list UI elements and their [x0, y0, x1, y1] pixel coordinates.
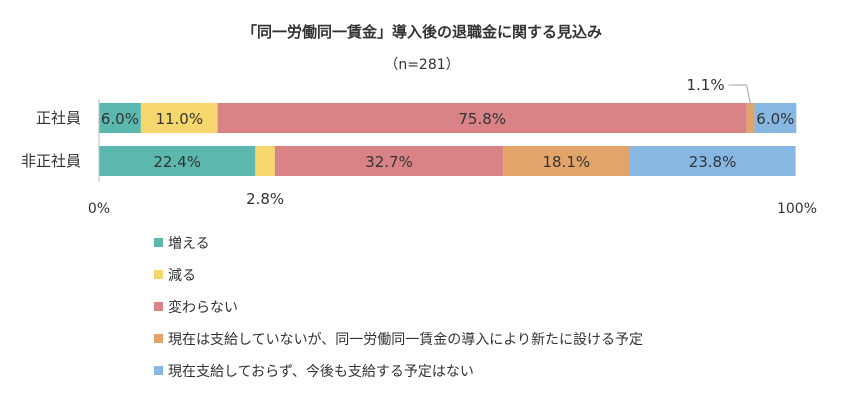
data-label: 75.8% [458, 110, 506, 128]
data-label: 32.7% [365, 153, 413, 171]
chart-subtitle: （n=281） [384, 57, 459, 73]
legend-swatch [154, 302, 163, 311]
legend-label: 変わらない [168, 299, 238, 316]
value-labels: 6.0% 11.0% 75.8% 1.1% 6.0% 22.4% 2.8% 32.7% 18.1… [101, 76, 795, 208]
leader-line [728, 84, 752, 106]
legend: 増える減る変わらない現在は支給していないが、同一労働同一賃金の導入により新たに設… [154, 236, 643, 380]
legend-label: 現在支給しておらず、今後も支給する予定はない [168, 364, 474, 380]
data-label: 6.0% [101, 110, 139, 128]
bar-segment [255, 146, 275, 176]
legend-swatch [154, 270, 163, 279]
data-label: 2.8% [246, 190, 284, 208]
data-label: 1.1% [686, 76, 724, 94]
legend-swatch [154, 238, 163, 247]
bar-segment [746, 103, 755, 133]
legend-label: 増える [168, 236, 210, 252]
x-axis-ticks: 0% 100% [88, 201, 817, 217]
legend-label: 現在は支給していないが、同一労働同一賃金の導入により新たに設ける予定 [168, 332, 643, 348]
data-label: 18.1% [542, 153, 590, 171]
bar-segment [99, 103, 141, 133]
bar-segment [503, 146, 630, 176]
x-tick-label: 100% [777, 201, 817, 217]
data-label: 6.0% [756, 110, 794, 128]
bar-segment [754, 103, 797, 133]
category-label: 非正社員 [21, 152, 81, 170]
legend-swatch [154, 334, 163, 343]
bar-segment [274, 146, 504, 176]
data-label: 22.4% [153, 153, 201, 171]
bar-segment [629, 146, 796, 176]
chart-title: 「同一労働同一賃金」導入後の退職金に関する見込み [242, 23, 602, 41]
x-tick-label: 0% [88, 201, 110, 217]
legend-label: 減る [168, 267, 196, 284]
data-label: 23.8% [689, 153, 737, 171]
category-label: 正社員 [36, 109, 81, 127]
bars [99, 103, 797, 176]
bar-segment [140, 103, 218, 133]
bar-segment [99, 146, 256, 176]
data-label: 11.0% [155, 110, 203, 128]
legend-swatch [154, 366, 163, 375]
bar-segment [217, 103, 747, 133]
